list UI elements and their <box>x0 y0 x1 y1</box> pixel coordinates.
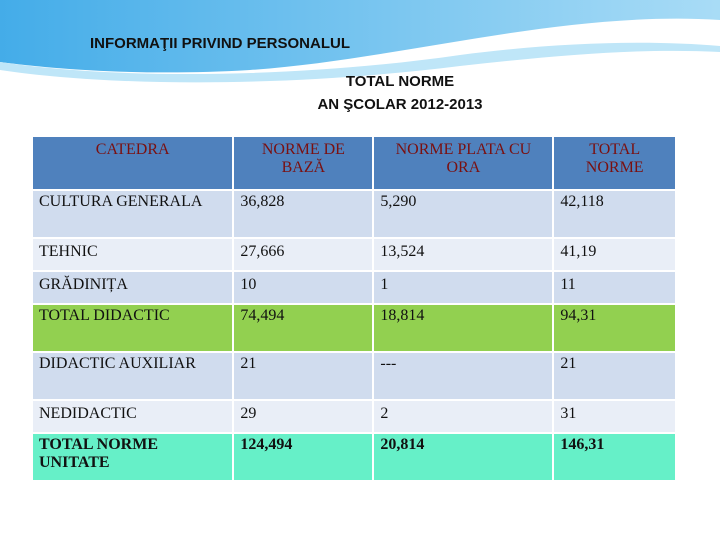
cell: 1 <box>372 270 555 305</box>
table-row: TOTAL NORME UNITATE 124,494 20,814 146,31 <box>30 432 677 482</box>
row-label: TOTAL NORME UNITATE <box>30 432 235 482</box>
header-swoosh <box>0 0 720 83</box>
subtitle-line: AN ŞCOLAR 2012-2013 <box>317 96 483 113</box>
cell: 41,19 <box>552 237 677 272</box>
row-label: CULTURA GENERALA <box>30 189 235 239</box>
table-row: DIDACTIC AUXILIAR 21 --- 21 <box>30 351 677 401</box>
cell: 94,31 <box>552 303 677 353</box>
cell: 11 <box>552 270 677 305</box>
row-label: TOTAL DIDACTIC <box>30 303 235 353</box>
table-row: CULTURA GENERALA 36,828 5,290 42,118 <box>30 189 677 239</box>
cell: 29 <box>232 399 375 434</box>
swoosh-band <box>0 42 720 83</box>
row-label: NEDIDACTIC <box>30 399 235 434</box>
cell: 42,118 <box>552 189 677 239</box>
cell: 18,814 <box>372 303 555 353</box>
column-header: CATEDRA <box>30 135 235 191</box>
table-row: NEDIDACTIC 29 2 31 <box>30 399 677 434</box>
cell: 10 <box>232 270 375 305</box>
staff-table: CATEDRA NORME DE BAZĂ NORME PLATA CU ORA TO… <box>30 135 677 482</box>
table-row: TOTAL DIDACTIC 74,494 18,814 94,31 <box>30 303 677 353</box>
column-header: TOTAL NORME <box>552 135 677 191</box>
subtitle: TOTAL NORME AN ŞCOLAR 2012-2013 <box>250 70 550 116</box>
header-row: CATEDRA NORME DE BAZĂ NORME PLATA CU ORA TO… <box>30 135 677 191</box>
cell: 31 <box>552 399 677 434</box>
subtitle-line: TOTAL NORME <box>345 73 455 90</box>
cell: 2 <box>372 399 555 434</box>
cell: --- <box>372 351 555 401</box>
cell: 21 <box>552 351 677 401</box>
cell: 13,524 <box>372 237 555 272</box>
row-label: TEHNIC <box>30 237 235 272</box>
cell: 146,31 <box>552 432 677 482</box>
cell: 5,290 <box>372 189 555 239</box>
row-label: GRĂDINIȚA <box>30 270 235 305</box>
table-row: GRĂDINIȚA 10 1 11 <box>30 270 677 305</box>
cell: 124,494 <box>232 432 375 482</box>
cell: 36,828 <box>232 189 375 239</box>
cell: 27,666 <box>232 237 375 272</box>
swoosh-band <box>0 0 720 73</box>
column-header: NORME PLATA CU ORA <box>372 135 555 191</box>
row-label: DIDACTIC AUXILIAR <box>30 351 235 401</box>
table-row: TEHNIC 27,666 13,524 41,19 <box>30 237 677 272</box>
slide-title: INFORMAŢII PRIVIND PERSONALUL <box>90 35 351 52</box>
column-header: NORME DE BAZĂ <box>232 135 375 191</box>
cell: 74,494 <box>232 303 375 353</box>
cell: 21 <box>232 351 375 401</box>
cell: 20,814 <box>372 432 555 482</box>
